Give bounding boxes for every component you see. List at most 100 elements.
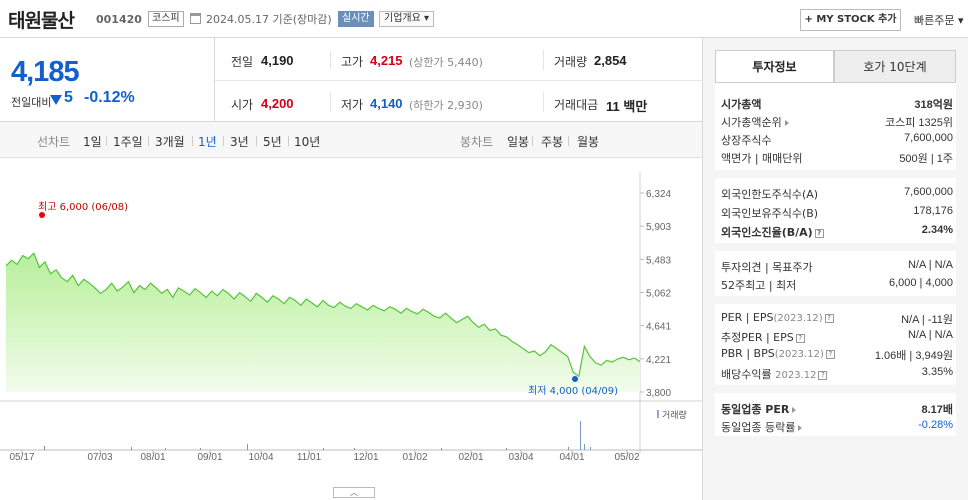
w52-value: 6,000 | 4,000 bbox=[888, 277, 953, 289]
divider bbox=[330, 50, 331, 70]
volume-bar bbox=[44, 446, 45, 450]
volume-legend: 거래량 bbox=[662, 409, 687, 421]
x-tick-label: 08/01 bbox=[140, 452, 165, 463]
divider bbox=[568, 136, 569, 146]
x-tick-label: 01/02 bbox=[402, 452, 427, 463]
industry-chg-label: 동일업종 등락률 bbox=[721, 421, 796, 434]
tab-1d[interactable]: 1일 bbox=[83, 135, 102, 149]
base-date: 2024.05.17 기준(장마감) bbox=[206, 13, 332, 26]
market-cap-rank-row[interactable]: 시가총액순위 코스피 1325위 bbox=[721, 112, 953, 130]
help-icon[interactable]: ? bbox=[824, 313, 834, 323]
high-label: 고가 bbox=[341, 55, 364, 69]
market-cap-rank-label: 시가총액순위 bbox=[721, 116, 782, 129]
market-badge: 코스피 bbox=[148, 11, 184, 27]
volume-bar bbox=[131, 447, 132, 450]
dividend-row: 배당수익률 2023.12? 3.35% bbox=[721, 364, 953, 382]
open-value: 4,200 bbox=[261, 96, 294, 111]
high-annotation: 최고 6,000 (06/08) bbox=[38, 201, 128, 213]
tab-monthly[interactable]: 월봉 bbox=[577, 135, 600, 149]
divider bbox=[715, 170, 956, 178]
divider bbox=[223, 136, 224, 146]
opinion-label: 투자의견 | 목표주가 bbox=[721, 261, 813, 274]
y-tick-label: 3,800 bbox=[646, 388, 671, 399]
open-label: 시가 bbox=[231, 98, 254, 112]
low-marker bbox=[572, 376, 578, 382]
tab-3m[interactable]: 3개월 bbox=[155, 135, 185, 149]
y-tick-label: 4,641 bbox=[646, 322, 671, 333]
change-label: 전일대비 bbox=[11, 96, 52, 109]
dividend-date: 2023.12 bbox=[775, 370, 817, 381]
industry-per-label: 동일업종 PER bbox=[721, 403, 790, 416]
shares-label: 상장주식수 bbox=[721, 134, 772, 147]
tab-5y[interactable]: 5년 bbox=[263, 135, 282, 149]
prev-close-label: 전일 bbox=[231, 55, 254, 69]
foreign-ratio-row: 외국인소진율(B/A)? 2.34% bbox=[721, 222, 953, 240]
lower-limit: (하한가 2,930) bbox=[409, 99, 483, 112]
foreign-limit-label: 외국인한도주식수(A) bbox=[721, 188, 819, 201]
y-tick-label: 5,483 bbox=[646, 255, 671, 266]
help-icon[interactable]: ? bbox=[814, 228, 824, 238]
x-tick-label: 03/04 bbox=[508, 452, 533, 463]
x-tick-label: 10/04 bbox=[248, 452, 273, 463]
realtime-badge[interactable]: 실시간 bbox=[338, 11, 374, 27]
x-tick-label: 09/01 bbox=[197, 452, 222, 463]
help-icon[interactable]: ? bbox=[825, 349, 835, 359]
tab-weekly[interactable]: 주봉 bbox=[541, 135, 564, 149]
tab-10y[interactable]: 10년 bbox=[294, 135, 321, 149]
industry-per-row[interactable]: 동일업종 PER 8.17배 bbox=[721, 399, 953, 417]
divider bbox=[715, 296, 956, 304]
amount-value: 11 백만 bbox=[606, 99, 648, 114]
help-icon[interactable]: ? bbox=[795, 333, 805, 343]
market-cap-label: 시가총액 bbox=[721, 98, 762, 111]
foreign-ratio-value: 2.34% bbox=[921, 224, 953, 236]
opinion-value: N/A | N/A bbox=[907, 259, 953, 271]
divider bbox=[715, 385, 956, 393]
industry-per-value: 8.17배 bbox=[921, 404, 953, 416]
est-per-value: N/A | N/A bbox=[907, 329, 953, 341]
market-cap-row: 시가총액 318억원 bbox=[721, 94, 953, 112]
tab-1y[interactable]: 1년 bbox=[198, 135, 217, 149]
stock-code: 001420 bbox=[96, 13, 142, 26]
x-tick-label: 05/17 bbox=[9, 452, 34, 463]
volume-bar bbox=[200, 448, 201, 450]
est-per-label: 추정PER | EPS bbox=[721, 331, 794, 344]
foreign-limit-row: 외국인한도주식수(A) 7,600,000 bbox=[721, 184, 953, 202]
tab-invest-info[interactable]: 투자정보 bbox=[715, 50, 834, 83]
divider bbox=[148, 136, 149, 146]
shares-row: 상장주식수 7,600,000 bbox=[721, 130, 953, 148]
x-tick-label: 12/01 bbox=[353, 452, 378, 463]
price-chart[interactable]: 6,324 5,903 5,483 5,062 4,641 4,221 3,800 05/17… bbox=[0, 160, 702, 500]
divider bbox=[330, 92, 331, 112]
industry-chg-row[interactable]: 동일업종 등락률 -0.28% bbox=[721, 417, 953, 435]
foreign-ratio-label: 외국인소진율(B/A) bbox=[721, 226, 813, 239]
per-eps-label: PER | EPS bbox=[721, 311, 774, 324]
est-per-row: 추정PER | EPS? N/A | N/A bbox=[721, 327, 953, 345]
x-tick-label: 05/02 bbox=[614, 452, 639, 463]
volume-bar bbox=[580, 421, 581, 450]
foreign-limit-value: 7,600,000 bbox=[904, 186, 953, 198]
stock-name[interactable]: 태원물산 bbox=[8, 10, 75, 32]
down-arrow-icon bbox=[50, 95, 62, 105]
tab-1w[interactable]: 1주일 bbox=[113, 135, 143, 149]
volume-bar bbox=[506, 448, 507, 450]
expand-chart-button[interactable]: ︿ bbox=[333, 487, 375, 498]
tab-3y[interactable]: 3년 bbox=[230, 135, 249, 149]
volume-value: 2,854 bbox=[594, 53, 627, 68]
price-summary: 4,185 전일대비 5 -0.12% 전일 4,190 고가 4,215 (상… bbox=[0, 38, 702, 122]
foreign-hold-label: 외국인보유주식수(B) bbox=[721, 207, 819, 220]
opinion-row: 투자의견 | 목표주가 N/A | N/A bbox=[721, 257, 953, 275]
company-overview-button[interactable]: 기업개요 ▾ bbox=[379, 11, 434, 27]
tab-daily[interactable]: 일봉 bbox=[507, 135, 530, 149]
divider bbox=[192, 136, 193, 146]
tab-hoga[interactable]: 호가 10단계 bbox=[834, 50, 956, 83]
volume-bar bbox=[354, 448, 355, 450]
price-line bbox=[5, 252, 641, 378]
quick-order-button[interactable]: 빠른주문 ▾ bbox=[914, 14, 964, 27]
invest-info-table: 시가총액 318억원 시가총액순위 코스피 1325위 상장주식수 7,600,… bbox=[715, 82, 956, 436]
help-icon[interactable]: ? bbox=[818, 370, 828, 380]
foreign-hold-row: 외국인보유주식수(B) 178,176 bbox=[721, 203, 953, 221]
w52-row: 52주최고 | 최저 6,000 | 4,000 bbox=[721, 275, 953, 293]
add-my-stock-button[interactable]: + MY STOCK 추가 bbox=[800, 9, 901, 31]
volume-bar bbox=[590, 447, 591, 450]
volume-bar bbox=[165, 448, 166, 450]
